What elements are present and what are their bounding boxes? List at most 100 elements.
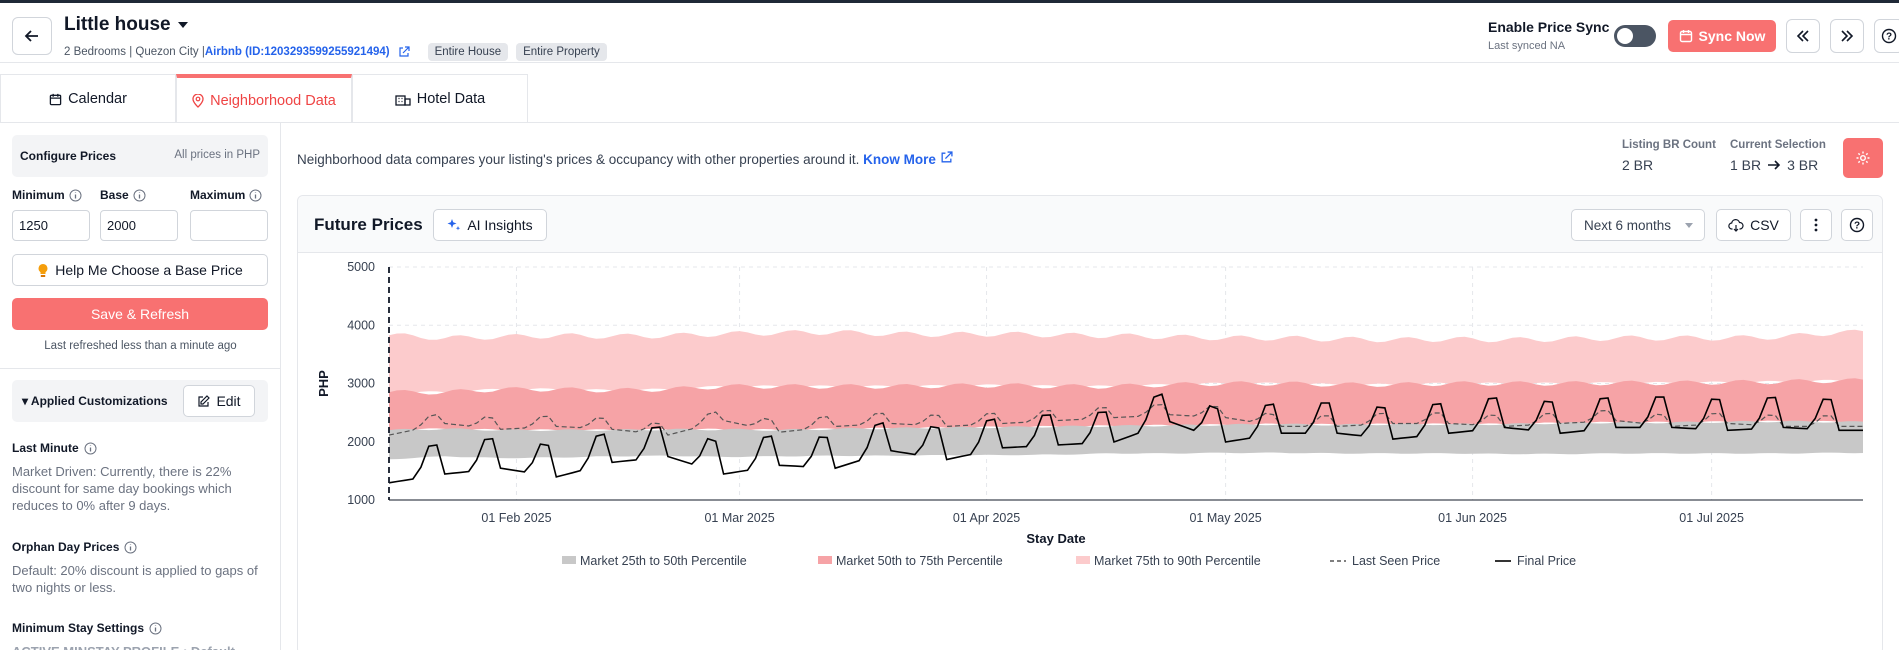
map-pin-icon [192,93,204,108]
legend-label: Market 75th to 90th Percentile [1094,554,1261,568]
current-selection-value[interactable]: 1 BR 3 BR [1730,157,1818,173]
airbnb-link[interactable]: Airbnb (ID:1203293599255921494) [204,46,390,58]
applied-customizations-title[interactable]: ▾ Applied Customizations [22,394,168,408]
x-tick-label: 01 Apr 2025 [953,511,1020,525]
percentile-band [389,329,1863,394]
property-name: Little house [64,14,171,35]
x-tick-label: 01 Jul 2025 [1679,511,1744,525]
x-tick-label: 01 Mar 2025 [704,511,774,525]
x-tick-label: 01 May 2025 [1189,511,1261,525]
property-subtitle: 2 Bedrooms | Quezon City | Airbnb (ID:12… [64,43,607,61]
question-circle-icon: ? [1849,217,1865,233]
last-refreshed-text: Last refreshed less than a minute ago [44,340,237,352]
external-link-icon[interactable] [398,46,410,58]
cloud-download-icon [1728,218,1744,232]
y-tick-label: 2000 [347,435,375,449]
minimum-stay-title-text: Minimum Stay Settings [12,621,145,635]
double-chevron-left-icon [1796,30,1809,42]
configure-prices-title: Configure Prices [20,149,117,163]
sync-now-button[interactable]: Sync Now [1668,20,1776,52]
info-icon[interactable] [133,189,146,202]
last-minute-title: Last Minute [12,441,97,455]
tag-house: Entire House [427,43,509,61]
percentile-band [389,378,1863,431]
listing-br-count-value: 2 BR [1622,157,1654,173]
future-prices-card: Future Prices AI Insights Next 6 months … [297,195,1883,650]
date-range-select[interactable]: Next 6 months [1571,209,1705,241]
listing-br-count-label: Listing BR Count [1622,139,1716,151]
chart-help-button[interactable]: ? [1841,209,1873,241]
sidebar-divider [0,368,281,369]
applied-customizations-label: Applied Customizations [30,394,168,408]
know-more-link[interactable]: Know More [863,151,953,167]
back-button[interactable] [12,17,52,55]
help-button[interactable]: ? [1874,19,1899,53]
last-seen-price-line [388,404,1863,436]
sync-now-label: Sync Now [1698,28,1766,44]
maximum-price-input[interactable] [190,210,268,241]
tab-hotel-data[interactable]: Hotel Data [352,74,528,123]
x-axis-label: Stay Date [1026,531,1085,546]
property-title[interactable]: Little house [64,14,189,36]
help-choose-label: Help Me Choose a Base Price [55,262,243,278]
base-label-text: Base [100,188,129,202]
price-sync-toggle[interactable] [1614,25,1656,47]
double-chevron-right-icon [1841,30,1854,42]
caret-down-icon [1685,223,1693,228]
more-options-button[interactable] [1800,209,1832,241]
base-label: Base [100,188,146,202]
last-minute-text: Market Driven: Currently, there is 22% d… [12,464,232,513]
info-icon[interactable] [69,189,82,202]
info-icon[interactable] [124,541,137,554]
neighborhood-info: Neighborhood data compares your listing'… [297,151,953,167]
legend-label: Market 50th to 75th Percentile [836,554,1003,568]
selection-from: 1 BR [1730,157,1762,173]
future-prices-chart[interactable]: 1000 2000 3000 4000 5000 01 Feb 2025 01 Mar 20… [298,253,1882,650]
ai-insights-button[interactable]: AI Insights [433,209,547,241]
sidebar: Configure Prices All prices in PHP Minim… [0,123,281,650]
csv-label: CSV [1750,217,1779,233]
gear-icon [1856,151,1870,165]
selection-to: 3 BR [1787,157,1819,173]
caret-down-icon [177,22,188,28]
orphan-day-title-text: Orphan Day Prices [12,540,120,554]
base-price-input[interactable] [100,210,178,241]
final-price-line [388,393,1863,484]
app-header: Little house 2 Bedrooms | Quezon City | … [0,0,1899,63]
tab-neighborhood-data[interactable]: Neighborhood Data [176,74,352,123]
calendar-sync-icon [1679,30,1692,43]
info-icon[interactable] [84,442,97,455]
settings-button[interactable] [1843,138,1883,178]
orphan-day-title: Orphan Day Prices [12,540,137,554]
minimum-stay-title: Minimum Stay Settings [12,621,162,635]
previous-property-button[interactable] [1786,19,1820,53]
save-refresh-button[interactable]: Save & Refresh [12,298,268,330]
csv-download-button[interactable]: CSV [1716,209,1791,241]
arrow-left-icon [24,30,38,42]
sparkles-icon [447,219,461,231]
legend-swatch [562,556,576,564]
edit-customizations-button[interactable]: Edit [183,385,255,417]
svg-text:?: ? [1886,32,1892,43]
legend-label: Market 25th to 50th Percentile [580,554,747,568]
calendar-icon [49,93,62,105]
maximum-label-text: Maximum [190,188,246,202]
legend-swatch [1076,556,1090,564]
info-icon[interactable] [249,189,262,202]
help-choose-base-price-button[interactable]: Help Me Choose a Base Price [12,254,268,286]
currency-note: All prices in PHP [174,149,260,161]
next-property-button[interactable] [1830,19,1864,53]
y-tick-label: 5000 [347,260,375,274]
last-minute-title-text: Last Minute [12,441,79,455]
info-icon[interactable] [149,622,162,635]
applied-customizations-header: ▾ Applied Customizations Edit [12,380,268,422]
hotel-icon [395,94,411,106]
last-synced-text: Last synced NA [1488,40,1566,52]
property-meta: 2 Bedrooms | Quezon City | [64,46,205,58]
orphan-day-text: Default: 20% discount is applied to gaps… [12,563,258,595]
lightbulb-icon [38,263,48,277]
y-axis-label: PHP [316,370,331,397]
minimum-price-input[interactable] [12,210,90,241]
tab-calendar[interactable]: Calendar [0,74,176,123]
x-tick-label: 01 Jun 2025 [1438,511,1507,525]
